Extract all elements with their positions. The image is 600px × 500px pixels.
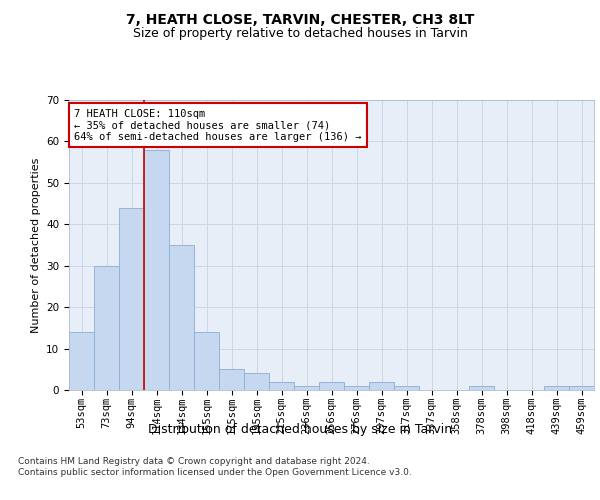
Bar — [144, 150, 169, 390]
Bar — [569, 386, 594, 390]
Bar — [194, 332, 219, 390]
Text: Distribution of detached houses by size in Tarvin: Distribution of detached houses by size … — [148, 422, 452, 436]
Bar — [219, 370, 244, 390]
Bar — [319, 382, 344, 390]
Bar — [69, 332, 94, 390]
Text: Size of property relative to detached houses in Tarvin: Size of property relative to detached ho… — [133, 28, 467, 40]
Bar — [169, 245, 194, 390]
Bar — [544, 386, 569, 390]
Bar — [269, 382, 294, 390]
Bar — [369, 382, 394, 390]
Bar — [94, 266, 119, 390]
Bar — [119, 208, 144, 390]
Bar — [294, 386, 319, 390]
Text: 7 HEATH CLOSE: 110sqm
← 35% of detached houses are smaller (74)
64% of semi-deta: 7 HEATH CLOSE: 110sqm ← 35% of detached … — [74, 108, 362, 142]
Bar — [244, 374, 269, 390]
Text: 7, HEATH CLOSE, TARVIN, CHESTER, CH3 8LT: 7, HEATH CLOSE, TARVIN, CHESTER, CH3 8LT — [126, 12, 474, 26]
Bar — [394, 386, 419, 390]
Bar — [344, 386, 369, 390]
Bar — [469, 386, 494, 390]
Text: Contains HM Land Registry data © Crown copyright and database right 2024.
Contai: Contains HM Land Registry data © Crown c… — [18, 458, 412, 477]
Y-axis label: Number of detached properties: Number of detached properties — [31, 158, 41, 332]
